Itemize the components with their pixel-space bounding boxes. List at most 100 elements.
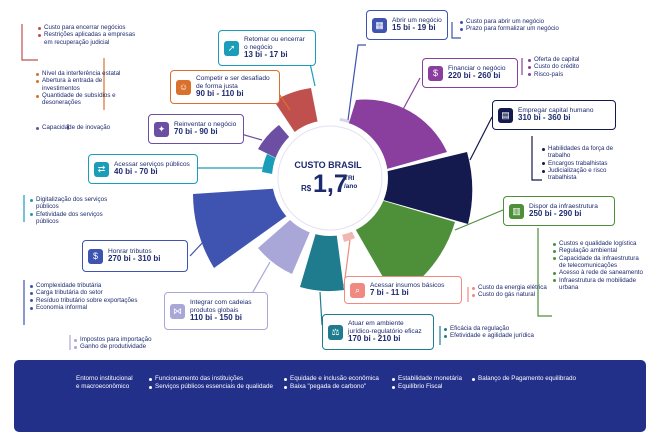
list-item: Efetividade dos serviços públicos — [30, 211, 110, 226]
box-abrir: ▦ Abrir um negócio 15 bi - 19 bi — [366, 10, 448, 40]
buildings-icon: ▥ — [509, 203, 524, 219]
box-retomar: ➚ Retomar ou encerrar o negócio 13 bi - 17… — [218, 30, 316, 66]
atuar-title-2: jurídico-regulatório eficaz — [348, 327, 422, 335]
map-icon: ▦ — [372, 17, 387, 33]
rocket-icon: ➚ — [224, 40, 239, 56]
footer-col1-line2: e macroeconômico — [76, 382, 130, 390]
footer-item: Estabilidade monetária — [392, 375, 462, 383]
list-item: Custos e qualidade logística — [553, 240, 645, 247]
integrar-title-2: produtos globais — [190, 306, 239, 314]
center-value: 1,7 — [313, 170, 348, 198]
footer-item: Equilíbrio Fiscal — [392, 383, 442, 391]
box-servicos: ⇄ Acessar serviços públicos 40 bi - 70 bi — [88, 154, 198, 184]
list-item: Carga tributária do setor — [30, 289, 148, 296]
footer-item: Equidade e inclusão econômica — [284, 375, 379, 383]
empregar-title: Empregar capital humano — [518, 106, 594, 114]
box-honrar: $ Honrar tributos 270 bi - 310 bi — [82, 240, 188, 272]
list-item: Quantidade de subsídios e desonerações — [36, 92, 124, 107]
center-unit-bottom: /ano — [344, 183, 358, 191]
list-item: Efetividade e agilidade jurídica — [444, 332, 564, 339]
center-title: CUSTO BRASIL — [294, 160, 362, 170]
center-currency: R$ — [301, 184, 312, 193]
center-unit: TRI /ano — [344, 175, 357, 192]
center-ring — [277, 125, 383, 231]
list-atuar: Eficácia da regulação Efetividade e agil… — [444, 325, 564, 340]
competir-value: 90 bi - 110 bi — [196, 88, 244, 98]
abrir-value: 15 bi - 19 bi — [392, 23, 436, 33]
list-item: Habilidades da força de trabalho — [542, 145, 634, 160]
box-integrar: ⋈ Integrar com cadeias produtos globais 11… — [164, 292, 268, 330]
center-unit-top: TRI — [344, 175, 355, 182]
infra-value: 250 bi - 290 bi — [529, 209, 582, 219]
list-reinventar: Capacidade de inovação — [36, 124, 144, 131]
servicos-value: 40 bi - 70 bi — [114, 167, 158, 177]
box-financiar: $ Financiar o negócio 220 bi - 260 bi — [422, 58, 518, 88]
list-infra: Custos e qualidade logística Regulação a… — [553, 240, 645, 291]
empregar-value: 310 bi - 360 bi — [518, 113, 571, 123]
footer-col1: Entorno institucional e macroeconômico — [76, 375, 133, 391]
list-item: Resíduo tributário sobre exportações — [30, 297, 148, 304]
box-empregar: ▤ Empregar capital humano 310 bi - 360 bi — [492, 100, 616, 130]
briefcase-icon: ▤ — [498, 107, 513, 123]
money-hand-icon: $ — [428, 65, 443, 81]
handshake-icon: ⇄ — [94, 161, 109, 177]
list-servicos: Digitalização dos serviços públicos Efet… — [30, 196, 110, 225]
list-item: Oferta de capital — [528, 56, 618, 63]
list-honrar: Complexidade tributária Carga tributária… — [30, 282, 148, 311]
list-item: Acesso à rede de saneamento — [553, 269, 645, 276]
box-reinventar: ✦ Reinventar o negócio 70 bi - 90 bi — [148, 114, 244, 144]
abrir-title: Abrir um negócio — [392, 16, 442, 24]
people-icon: ☺ — [176, 79, 191, 95]
box-atuar: ⚖ Atuar em ambiente jurídico-regulatório … — [322, 314, 434, 350]
footer-item: Serviços públicos essenciais de qualidad… — [149, 383, 273, 391]
list-item: Risco-país — [528, 71, 618, 78]
list-item: Economia informal — [30, 304, 148, 311]
list-item: Nível da interferência estatal — [36, 70, 124, 77]
footer-col1-line1: Entorno institucional — [76, 375, 133, 382]
list-item: Complexidade tributária — [30, 282, 148, 289]
retomar-title-1: Retomar ou encerrar — [244, 36, 305, 44]
list-item: Custo para abrir um negócio — [460, 18, 590, 25]
infra-title: Dispor da infraestrutura — [529, 202, 598, 210]
list-item: Custo para encerrar negócios — [38, 24, 140, 31]
insumos-title: Acessar insumos básicos — [370, 281, 445, 289]
financiar-value: 220 bi - 260 bi — [448, 71, 501, 81]
box-insumos: ⌕ Acessar insumos básicos 7 bi - 11 bi — [344, 276, 462, 304]
box-competir: ☺ Competir e ser desafiado de forma justa… — [170, 70, 280, 104]
honrar-title: Honrar tributos — [108, 247, 152, 255]
list-financiar: Oferta de capital Custo do crédito Risco… — [528, 56, 618, 78]
list-integrar: Impostos para importação Ganho de produt… — [74, 336, 174, 351]
list-insumos: Custo da energia elétrica Custo do gás n… — [472, 284, 582, 299]
gavel-icon: ⚖ — [328, 324, 343, 340]
servicos-title: Acessar serviços públicos — [114, 160, 190, 168]
atuar-title-1: Atuar em ambiente — [348, 320, 404, 328]
atuar-value: 170 bi - 210 bi — [348, 333, 401, 343]
box-infra: ▥ Dispor da infraestrutura 250 bi - 290 b… — [503, 196, 615, 226]
list-item: Prazo para formalizar um negócio — [460, 25, 590, 32]
list-abrir: Custo para abrir um negócio Prazo para f… — [460, 18, 590, 33]
list-retomar: Custo para encerrar negócios Restrições … — [38, 24, 140, 46]
list-item: Judicialização e risco trabalhista — [542, 167, 634, 182]
competir-title-1: Competir e ser desafiado — [196, 75, 270, 83]
retomar-title-2: o negócio — [244, 43, 273, 51]
list-item: Abertura à entrada de investimentos — [36, 77, 124, 92]
competir-title-2: de forma justa — [196, 82, 238, 90]
list-item: Encargos trabalhistas — [542, 160, 634, 167]
footer-banner: Entorno institucional e macroeconômico F… — [14, 360, 646, 432]
list-item: Restrições aplicadas a empresas em recup… — [38, 31, 140, 46]
petal-empregar — [330, 152, 473, 224]
connectors — [21, 22, 552, 350]
integrar-title-1: Integrar com cadeias — [190, 299, 252, 307]
list-item: Custo da energia elétrica — [472, 284, 582, 291]
connections-icon: ⋈ — [170, 303, 185, 319]
list-item: Custo do gás natural — [472, 291, 582, 298]
list-empregar: Habilidades da força de trabalho Encargo… — [542, 145, 634, 182]
list-item: Custo do crédito — [528, 63, 618, 70]
list-item: Regulação ambiental — [553, 247, 645, 254]
list-item: Capacidade da infraestrutura de telecomu… — [553, 255, 645, 270]
lightbulb-icon: ✦ — [154, 121, 169, 137]
footer-item: Baixa "pegada de carbono" — [284, 383, 366, 391]
reinventar-title: Reinventar o negócio — [174, 120, 237, 128]
list-competir: Nível da interferência estatal Abertura … — [36, 70, 124, 107]
